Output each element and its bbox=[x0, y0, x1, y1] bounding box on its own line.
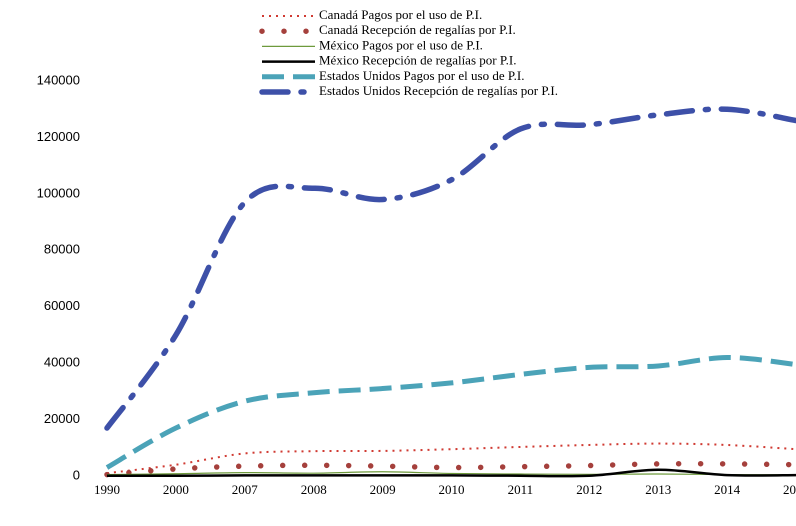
series-line bbox=[104, 460, 796, 478]
x-tick-label: 2009 bbox=[370, 482, 396, 497]
x-tick-label: 2010 bbox=[439, 482, 465, 497]
legend-label: México Recepción de regalías por P.I. bbox=[319, 53, 516, 68]
y-tick-label: 100000 bbox=[37, 185, 80, 200]
series-line bbox=[105, 354, 796, 470]
legend-label: Estados Unidos Recepción de regalías por… bbox=[319, 83, 558, 98]
series-line bbox=[106, 468, 796, 478]
legend-label: Estados Unidos Pagos por el uso de P.I. bbox=[319, 68, 524, 83]
y-tick-label: 0 bbox=[73, 467, 80, 482]
series-line bbox=[106, 471, 796, 476]
y-tick-label: 80000 bbox=[44, 242, 80, 257]
series-line bbox=[104, 106, 796, 431]
series-line bbox=[106, 442, 796, 475]
y-tick-label: 120000 bbox=[37, 129, 80, 144]
x-tick-label: 2014 bbox=[714, 482, 741, 497]
legend-label: México Pagos por el uso de P.I. bbox=[319, 37, 483, 52]
y-tick-label: 40000 bbox=[44, 355, 80, 370]
x-tick-label: 2007 bbox=[232, 482, 259, 497]
x-tick-label: 2012 bbox=[576, 482, 602, 497]
x-tick-label: 2013 bbox=[645, 482, 671, 497]
y-tick-label: 20000 bbox=[44, 411, 80, 426]
x-tick-label: 2011 bbox=[508, 482, 534, 497]
x-tick-label: 1990 bbox=[94, 482, 120, 497]
y-tick-label: 140000 bbox=[37, 72, 80, 87]
x-tick-label: 2008 bbox=[301, 482, 327, 497]
legend-label: Canadá Pagos por el uso de P.I. bbox=[319, 7, 482, 22]
x-tick-label: 2000 bbox=[163, 482, 189, 497]
y-tick-label: 60000 bbox=[44, 298, 80, 313]
legend-label: Canadá Recepción de regalías por P.I. bbox=[319, 22, 516, 37]
x-tick-label: 2015 bbox=[783, 482, 796, 497]
